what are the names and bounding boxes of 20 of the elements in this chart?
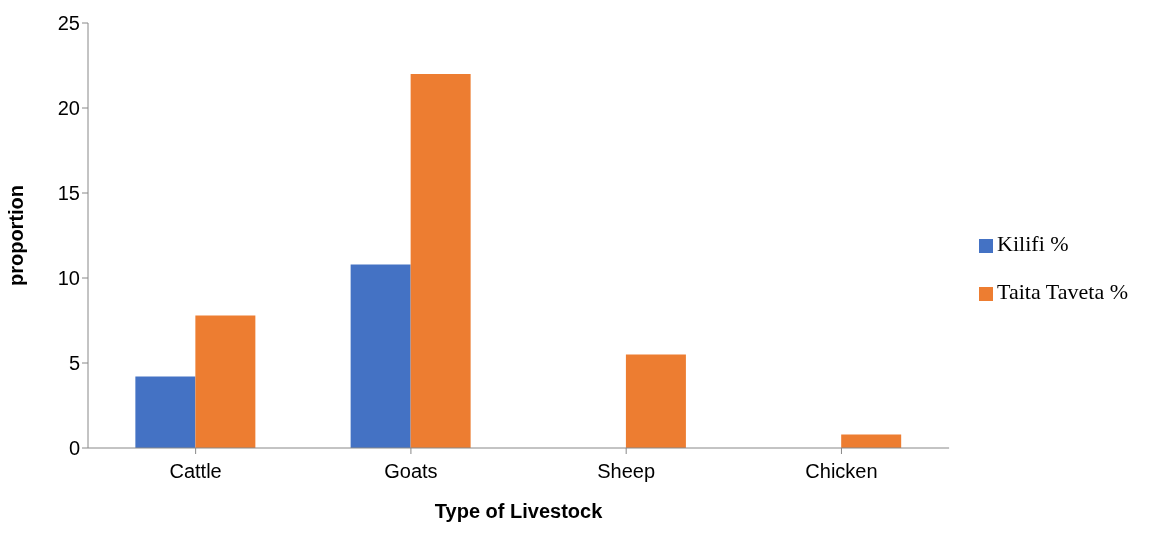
legend-label: Taita Taveta % xyxy=(997,279,1128,304)
y-tick-label: 25 xyxy=(57,12,80,35)
y-tick-label: 5 xyxy=(68,352,80,375)
x-axis-title: Type of Livestock xyxy=(434,500,604,522)
x-tick-label: Goats xyxy=(384,460,438,483)
bar xyxy=(841,434,902,448)
y-tick-label: 10 xyxy=(57,267,80,290)
x-tick-label: Cattle xyxy=(169,460,222,483)
y-tick-label: 15 xyxy=(57,182,80,205)
x-tick-label: Sheep xyxy=(597,460,656,483)
bar xyxy=(410,74,471,448)
bar xyxy=(350,264,411,448)
bar xyxy=(625,354,686,448)
x-tick-label: Chicken xyxy=(805,460,878,483)
bar xyxy=(135,376,196,448)
legend-label: Kilifi % xyxy=(997,231,1069,256)
y-tick-label: 0 xyxy=(68,437,80,460)
y-tick-label: 20 xyxy=(57,97,80,120)
bar xyxy=(195,315,256,448)
y-axis-title: proportion xyxy=(5,184,28,287)
